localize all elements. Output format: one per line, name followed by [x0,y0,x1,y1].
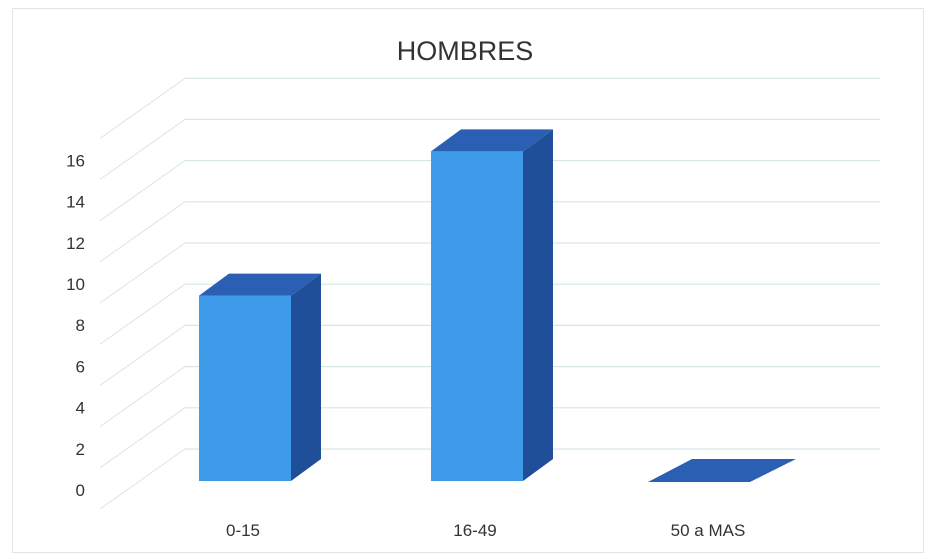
gridline-diagonal [100,284,185,344]
bar-front [199,296,291,481]
y-tick-label: 12 [66,234,85,253]
x-axis: 0-15 16-49 50 a MAS [226,521,745,540]
x-tick-label: 0-15 [226,521,260,540]
y-tick-label: 6 [76,357,85,376]
bar-side [291,274,321,481]
gridline-diagonal [100,161,185,221]
y-tick-label: 10 [66,275,85,294]
bar-side [523,129,553,481]
y-tick-label: 14 [66,193,85,212]
gridline-diagonal [100,202,185,262]
gridline-diagonal [100,367,185,427]
y-tick-label: 16 [66,151,85,170]
gridline-diagonal [100,408,185,468]
bar-front [431,151,523,481]
y-tick-label: 4 [76,399,85,418]
y-tick-label: 0 [76,481,85,500]
y-axis: 0 2 4 6 8 10 12 14 16 [66,151,85,500]
gridline-diagonal [100,325,185,385]
x-tick-label: 16-49 [453,521,496,540]
x-tick-label: 50 a MAS [671,521,746,540]
bar-top [648,459,796,482]
bar [431,129,553,481]
bar [199,274,321,481]
bars [199,129,796,482]
y-tick-label: 2 [76,440,85,459]
gridline-diagonal [100,119,185,179]
y-tick-label: 8 [76,316,85,335]
gridline-diagonal [100,449,185,509]
bar [648,459,796,482]
gridline-diagonal [100,243,185,303]
gridline-diagonal [100,78,185,138]
